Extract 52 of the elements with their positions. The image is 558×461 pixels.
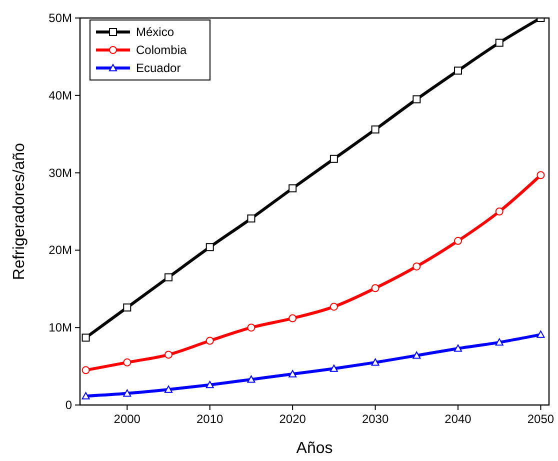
point [536, 330, 545, 338]
y-tick-label: 30M [48, 166, 72, 180]
point [412, 95, 421, 104]
y-axis-title: Refrigeradores/año [11, 142, 28, 280]
point [123, 303, 132, 312]
x-tick-label: 2040 [444, 412, 472, 426]
x-tick-label: 2050 [527, 412, 554, 426]
point [206, 336, 214, 345]
point [247, 375, 256, 383]
point [247, 324, 256, 332]
point [164, 386, 173, 393]
point [288, 314, 297, 322]
point [454, 66, 462, 75]
point [247, 214, 256, 222]
y-tick-label: 0 [65, 398, 72, 412]
point [412, 262, 421, 270]
point [82, 366, 90, 374]
point [288, 184, 297, 192]
legend-label: México [136, 25, 174, 39]
point [412, 351, 421, 359]
point [123, 358, 132, 366]
point [536, 171, 545, 180]
point [371, 358, 380, 366]
point [495, 338, 504, 346]
point [330, 364, 338, 372]
point [454, 344, 462, 352]
point [206, 380, 214, 388]
y-tick-label: 10M [48, 320, 72, 335]
point [206, 243, 214, 252]
point [288, 370, 297, 378]
legend-label: Ecuador [136, 61, 181, 75]
point [495, 208, 504, 216]
point [164, 273, 173, 282]
y-tick-label: 40M [48, 88, 72, 102]
x-tick-label: 2010 [196, 412, 224, 426]
point [164, 350, 173, 359]
y-tick-label: 20M [48, 243, 72, 258]
x-tick-label: 2020 [279, 412, 306, 426]
point [495, 38, 504, 47]
point [371, 125, 380, 134]
point [454, 236, 462, 245]
legend-label: Colombia [136, 43, 188, 57]
x-tick-label: 2030 [362, 412, 389, 426]
point [82, 334, 90, 342]
y-tick-label: 50M [48, 11, 72, 25]
point [330, 154, 338, 163]
point [330, 302, 338, 311]
point [82, 392, 90, 400]
point [371, 284, 380, 292]
point [123, 389, 132, 397]
x-tick-label: 2000 [114, 412, 141, 426]
x-axis-title: Años [296, 440, 333, 457]
